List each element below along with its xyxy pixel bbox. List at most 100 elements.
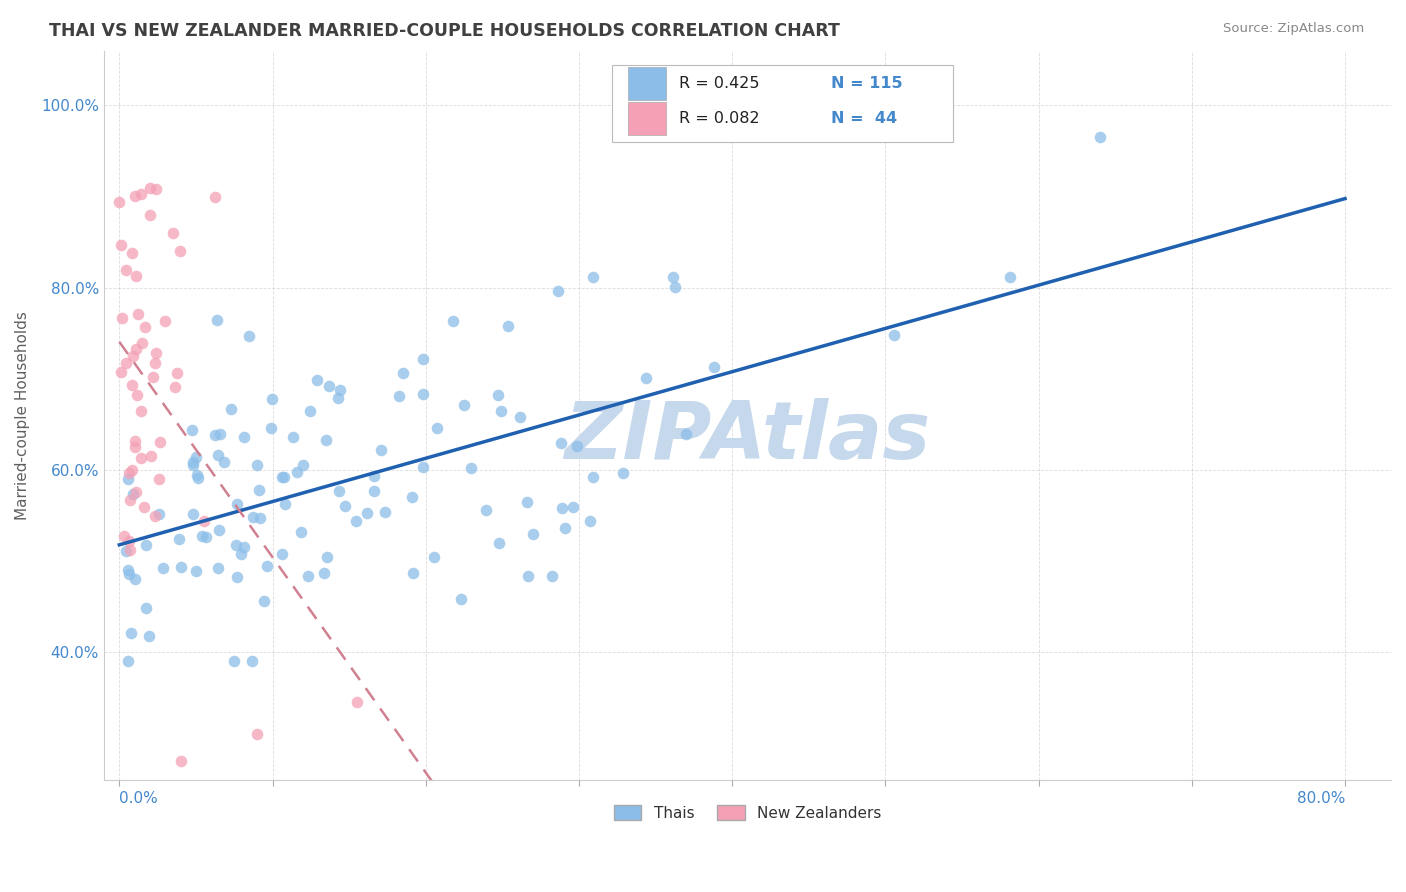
Point (135, 600, 157, 615)
Point (181, 423, 204, 437)
Point (547, 284, 569, 298)
Point (246, 727, 269, 741)
Point (124, 434, 146, 449)
Point (169, 244, 191, 259)
Point (121, 378, 143, 392)
Point (204, 428, 226, 442)
Point (297, 569, 319, 583)
Point (441, 314, 464, 328)
Point (262, 392, 284, 406)
Point (489, 404, 512, 418)
Point (329, 383, 352, 397)
Text: 80.0%: 80.0% (1296, 790, 1346, 805)
Point (318, 379, 340, 393)
Point (328, 484, 350, 499)
Point (193, 514, 215, 528)
Point (142, 370, 165, 384)
Point (124, 189, 146, 203)
Point (162, 226, 184, 240)
Point (143, 356, 166, 370)
Point (132, 500, 155, 514)
Point (509, 409, 531, 424)
Point (998, 270, 1021, 285)
Point (125, 484, 148, 499)
Point (110, 365, 132, 379)
Point (316, 549, 339, 564)
Point (253, 593, 276, 607)
Point (883, 327, 905, 342)
Point (356, 506, 378, 520)
Point (260, 420, 283, 434)
Point (207, 523, 229, 537)
Point (517, 569, 540, 583)
Point (550, 435, 572, 450)
Point (207, 448, 229, 462)
Point (363, 469, 385, 483)
Point (118, 542, 141, 557)
Point (118, 567, 141, 582)
Point (187, 471, 209, 485)
Point (181, 507, 204, 521)
Text: N =  44: N = 44 (831, 111, 897, 126)
Point (554, 521, 576, 535)
Point (221, 402, 243, 417)
Point (271, 470, 294, 484)
Point (112, 529, 135, 543)
Point (703, 359, 725, 374)
Text: R = 0.082: R = 0.082 (679, 111, 759, 126)
Point (374, 506, 396, 520)
Point (148, 472, 170, 486)
Point (108, 194, 131, 209)
Point (412, 459, 434, 474)
Point (110, 237, 132, 252)
Point (225, 538, 247, 552)
Point (540, 569, 562, 583)
Point (453, 398, 475, 412)
Point (314, 566, 336, 580)
Point (120, 492, 142, 507)
Point (115, 356, 138, 370)
Point (122, 487, 145, 501)
Point (423, 549, 446, 564)
Point (183, 458, 205, 473)
Point (139, 450, 162, 464)
Point (664, 280, 686, 294)
Point (204, 190, 226, 204)
Point (249, 511, 271, 525)
Point (333, 500, 356, 514)
Point (582, 469, 605, 483)
Point (117, 563, 139, 577)
Point (291, 458, 314, 472)
Point (169, 560, 191, 574)
Point (579, 514, 602, 528)
Point (114, 544, 136, 558)
Point (392, 367, 415, 381)
Point (274, 497, 297, 511)
Text: 0.0%: 0.0% (120, 790, 157, 805)
Point (636, 370, 658, 384)
Point (388, 388, 411, 402)
Point (145, 182, 167, 196)
Point (153, 314, 176, 328)
Text: Source: ZipAtlas.com: Source: ZipAtlas.com (1223, 22, 1364, 36)
Point (125, 268, 148, 283)
Point (207, 561, 229, 575)
Point (125, 342, 148, 356)
Point (124, 440, 146, 454)
Point (290, 524, 312, 539)
Point (273, 469, 295, 483)
Point (426, 421, 449, 435)
Point (143, 508, 166, 523)
Point (169, 533, 191, 547)
Point (110, 310, 132, 325)
Point (283, 430, 305, 444)
Point (184, 564, 207, 578)
Point (166, 367, 188, 381)
Point (675, 427, 697, 442)
Point (127, 308, 149, 322)
Point (346, 695, 368, 709)
Point (148, 507, 170, 521)
Point (163, 380, 186, 394)
Point (326, 391, 349, 405)
Point (450, 592, 472, 607)
